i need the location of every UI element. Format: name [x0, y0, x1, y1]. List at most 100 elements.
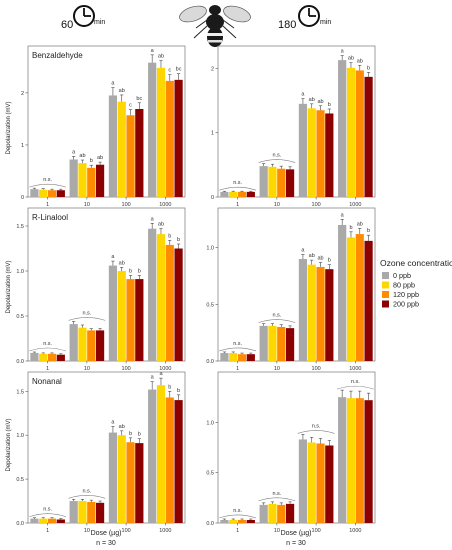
- significance-letter: ab: [357, 221, 363, 227]
- significance-letter: ab: [119, 424, 125, 430]
- x-tick-label: 100: [312, 202, 321, 208]
- significance-letter: ab: [97, 155, 103, 161]
- bar: [229, 519, 238, 523]
- significance-letter: a: [341, 212, 345, 218]
- x-tick-label: 1000: [159, 202, 171, 208]
- legend-title: Ozone concentration: [380, 258, 452, 268]
- y-tick-label: 2: [21, 91, 24, 97]
- y-tick-label: 1.0: [206, 246, 214, 252]
- legend-swatch: [382, 272, 389, 279]
- bar: [69, 324, 78, 361]
- bar: [259, 325, 268, 361]
- bar: [78, 501, 87, 523]
- ns-label: n.s.: [272, 313, 281, 319]
- bar: [108, 432, 118, 523]
- significance-letter: a: [72, 149, 76, 155]
- bee-icon: [179, 5, 251, 47]
- significance-letter: b: [90, 158, 93, 164]
- bar: [78, 327, 87, 361]
- ns-bracket: [29, 513, 67, 518]
- bar: [135, 279, 144, 361]
- significance-letter: ab: [317, 99, 323, 105]
- x-tick-label: 10: [84, 202, 90, 208]
- bar: [285, 328, 295, 361]
- ns-bracket: [336, 385, 374, 390]
- ns-bracket: [29, 183, 67, 188]
- bar: [268, 503, 277, 523]
- bar: [307, 108, 316, 197]
- x-tick-label: 100: [122, 366, 131, 372]
- bar: [364, 400, 373, 523]
- bar: [126, 279, 135, 361]
- timer-180-icon: [298, 5, 320, 27]
- x-axis-label-left: Dose (µg): [91, 530, 122, 537]
- bar: [135, 109, 144, 197]
- x-axis-note-left: n = 30: [96, 540, 116, 547]
- bar: [338, 60, 347, 197]
- bar: [87, 501, 96, 523]
- timer-60-value: 60: [61, 19, 73, 31]
- ns-label: n.s.: [43, 507, 52, 513]
- bar: [325, 113, 334, 197]
- bar: [95, 330, 105, 361]
- bar: [277, 327, 286, 361]
- significance-letter: a: [151, 48, 155, 54]
- significance-letter: ab: [348, 56, 354, 62]
- y-axis-label-row-1: Depolarization (mV): [6, 101, 12, 154]
- bar: [237, 354, 247, 361]
- x-tick-label: 10: [274, 202, 280, 208]
- y-tick-label: 2: [211, 66, 214, 72]
- bar: [126, 442, 135, 523]
- y-tick-label: 0.0: [206, 359, 214, 365]
- x-tick-label: 1: [46, 528, 49, 534]
- x-tick-label: 1000: [159, 366, 171, 372]
- panel-F: 0.0 0.5 1.0 1 n.s. 10 n.s. 100 n.s. 1000 n.s.: [206, 371, 376, 534]
- bar: [69, 501, 78, 523]
- bar: [117, 271, 126, 361]
- x-tick-label: 1: [46, 202, 49, 208]
- bar: [165, 397, 174, 523]
- x-tick-label: 1000: [159, 528, 171, 534]
- ns-label: n.s.: [82, 488, 91, 494]
- significance-letter: ab: [309, 97, 315, 103]
- bar: [135, 443, 144, 523]
- bar: [307, 264, 316, 361]
- bar: [156, 67, 166, 198]
- significance-letter: b: [138, 432, 141, 438]
- bar: [56, 354, 65, 361]
- y-tick-label: 1: [211, 131, 214, 137]
- bar: [220, 519, 229, 523]
- significance-letter: ab: [357, 58, 363, 64]
- ns-label: n.s.: [272, 153, 281, 159]
- significance-letter: c: [168, 68, 171, 74]
- legend-swatch: [382, 281, 389, 289]
- significance-letter: a: [301, 247, 305, 253]
- bar: [298, 439, 308, 523]
- bar: [78, 163, 87, 197]
- significance-letter: ab: [158, 222, 164, 228]
- bar: [346, 67, 356, 198]
- bar: [174, 248, 183, 361]
- bar: [325, 269, 334, 361]
- ns-bracket: [219, 347, 257, 352]
- bar: [364, 76, 373, 197]
- bar: [364, 240, 373, 361]
- y-axis-label-row-2: Depolarization (mV): [6, 260, 12, 313]
- significance-letter: a: [159, 371, 163, 377]
- bar: [338, 225, 347, 361]
- bar: [316, 266, 325, 361]
- legend-label: 80 ppb: [393, 281, 415, 290]
- significance-letter: b: [177, 388, 180, 394]
- bar: [47, 518, 57, 523]
- bar: [355, 70, 364, 197]
- panel-title: R-Linalool: [32, 213, 68, 222]
- significance-letter: b: [129, 269, 132, 275]
- bar: [325, 445, 334, 523]
- y-tick-label: 1.5: [16, 224, 24, 230]
- bar: [56, 519, 65, 523]
- significance-letter: ab: [79, 153, 85, 159]
- x-tick-label: 10: [84, 528, 90, 534]
- ns-label: n.s.: [272, 491, 281, 497]
